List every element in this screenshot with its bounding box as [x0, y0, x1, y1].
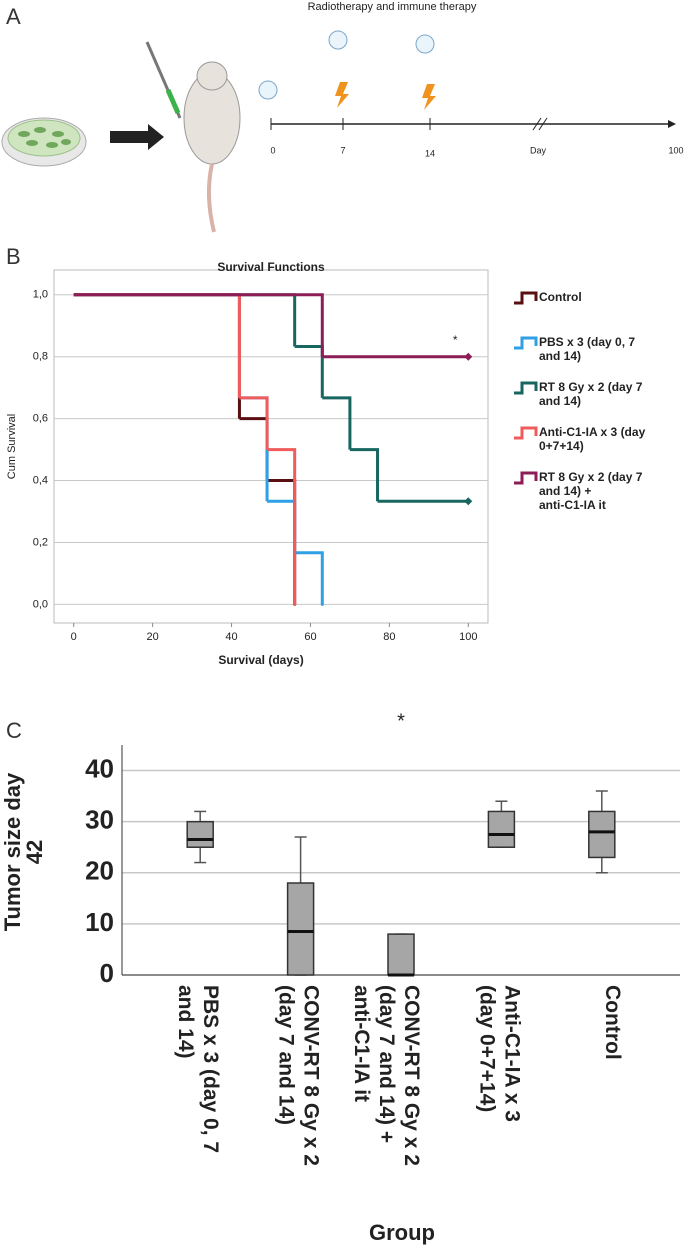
survival-step: [73, 293, 241, 398]
survival-step: [73, 293, 297, 347]
mouse-head: [196, 61, 228, 91]
box: [387, 933, 415, 976]
schematic: Radiotherapy and immune therapy 0 7 14 D…: [1, 1, 684, 233]
y-tick-label: 20: [85, 856, 114, 886]
x-tick-label: CONV-RT 8 Gy x 2(day 7 and 14) +anti-C1-…: [350, 985, 423, 1166]
y-tick-label: 0,4: [33, 474, 48, 486]
legend-label: Control: [539, 290, 582, 304]
panel-label: B: [6, 244, 21, 269]
x-tick-label: Control: [601, 985, 624, 1060]
survival-step: [239, 396, 269, 450]
y-tick-label: 0,8: [33, 351, 48, 363]
x-tick-label: Anti-C1-IA x 3(day 0+7+14): [476, 985, 524, 1122]
drug-icon: [415, 34, 435, 54]
y-tick-label: 1,0: [33, 289, 48, 301]
x-tick-label: 40: [225, 631, 237, 643]
legend-swatch: [514, 381, 538, 395]
x-tick-label: CONV-RT 8 Gy x 2(day 7 and 14): [275, 985, 323, 1166]
mouse-tail: [206, 163, 216, 233]
arrow: [110, 124, 164, 150]
x-tick-label: 60: [304, 631, 316, 643]
cells: [7, 119, 81, 157]
censor-marker: [464, 352, 473, 361]
timeline-label: 7: [340, 145, 345, 155]
timeline-label: 14: [425, 148, 435, 158]
chart-title: Survival Functions: [217, 260, 325, 274]
x-tick-label: 20: [147, 631, 159, 643]
box: [588, 810, 616, 859]
y-tick-label: 10: [85, 907, 114, 937]
x-tick-label: 0: [71, 631, 77, 643]
annotation: *: [453, 333, 458, 347]
y-tick-label: 40: [85, 753, 114, 783]
box: [487, 810, 516, 848]
drug-icon: [258, 80, 278, 100]
legend-swatch: [514, 471, 538, 485]
box: [286, 882, 315, 976]
radiation-icon: [335, 82, 349, 108]
schematic-title: Radiotherapy and immune therapy: [308, 1, 477, 13]
legend-swatch: [514, 426, 538, 440]
timeline-label: 100: [668, 145, 683, 155]
x-axis-label: Survival (days): [218, 653, 303, 667]
survival-step: [267, 499, 297, 553]
survival-step: [294, 344, 324, 398]
step-end: [293, 602, 297, 606]
y-tick-label: 0: [100, 958, 114, 988]
survival-step: [239, 417, 269, 481]
timeline-label: Day: [530, 145, 547, 155]
step-end: [320, 602, 324, 606]
box: [186, 820, 214, 848]
y-tick-label: 0,2: [33, 536, 48, 548]
legend-label: PBS x 3 (day 0, 7 and 14): [539, 335, 635, 363]
y-axis-label: Tumor size day42: [0, 772, 47, 931]
panel-label: A: [6, 4, 21, 29]
survival-step: [267, 448, 297, 605]
y-tick-label: 0,0: [33, 598, 48, 610]
panel-label: C: [6, 718, 22, 743]
survival-step: [294, 551, 324, 605]
annotation: *: [397, 710, 405, 732]
survival-step: [73, 293, 241, 398]
x-tick-label: 100: [459, 631, 477, 643]
legend-label: RT 8 Gy x 2 (day 7 and 14) + anti-C1-IA it: [539, 470, 643, 512]
timeline-break: [532, 117, 542, 131]
legend-swatch: [514, 291, 538, 305]
radiation-icon: [422, 84, 436, 110]
survival-step: [322, 396, 352, 450]
syringe-fill: [165, 89, 181, 114]
survival-step: [239, 396, 269, 502]
x-axis-label: Group: [369, 1220, 435, 1245]
timeline-break: [538, 117, 548, 131]
x-tick-label: 80: [383, 631, 395, 643]
cell-dots: [18, 127, 71, 148]
x-tick-label: PBS x 3 (day 0, 7and 14): [175, 985, 223, 1153]
legend-label: Anti-C1-IA x 3 (day 0+7+14): [539, 425, 646, 453]
y-tick-label: 0,6: [33, 413, 48, 425]
drug-icon: [328, 30, 348, 50]
legend-swatch: [514, 336, 538, 350]
plot-frame: [53, 269, 489, 624]
survival-step: [73, 293, 324, 357]
y-tick-label: 30: [85, 805, 114, 835]
timeline-arrow: [668, 120, 676, 128]
legend-label: RT 8 Gy x 2 (day 7 and 14): [539, 380, 643, 408]
timeline-label: 0: [270, 145, 275, 155]
y-axis-label: Cum Survival: [6, 414, 18, 479]
censor-marker: [464, 497, 473, 506]
survival-step: [349, 448, 380, 502]
